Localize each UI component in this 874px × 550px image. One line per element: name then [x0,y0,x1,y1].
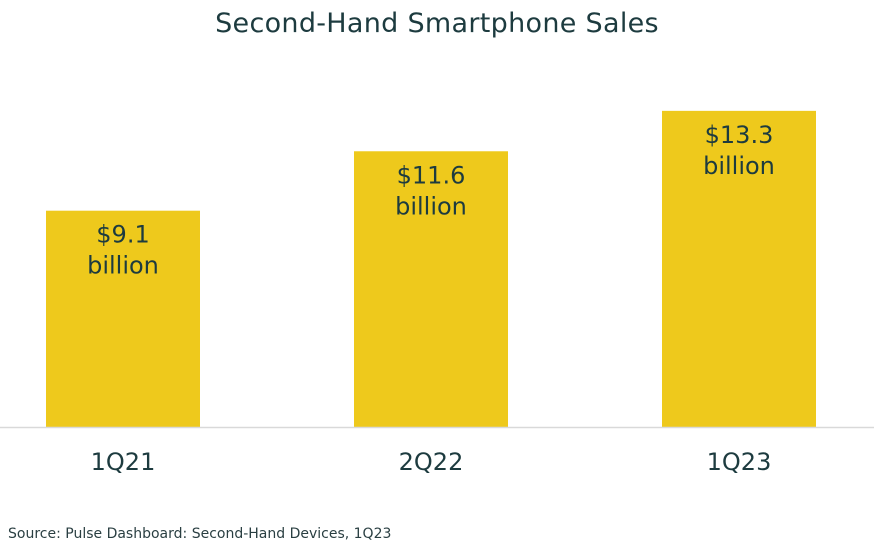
chart-title: Second-Hand Smartphone Sales [215,8,659,39]
data-label-amount: $9.1 [96,221,149,249]
labels-layer: $9.1 billion 1Q21 $11.6 billion 2Q22 $13.3 bill… [87,121,775,476]
bar-2q22 [354,151,508,427]
bar-1q23 [662,110,816,427]
x-tick-label: 1Q21 [91,448,156,476]
data-label-unit: billion [87,252,159,280]
bars-layer [46,110,816,427]
data-label-unit: billion [703,152,775,180]
x-tick-label: 1Q23 [707,448,772,476]
data-label-unit: billion [395,192,467,220]
x-tick-label: 2Q22 [399,448,464,476]
data-label-amount: $13.3 [705,121,774,149]
data-label-amount: $11.6 [397,161,466,189]
bar-1q21 [46,210,200,427]
source-note: Source: Pulse Dashboard: Second-Hand Dev… [8,526,392,542]
